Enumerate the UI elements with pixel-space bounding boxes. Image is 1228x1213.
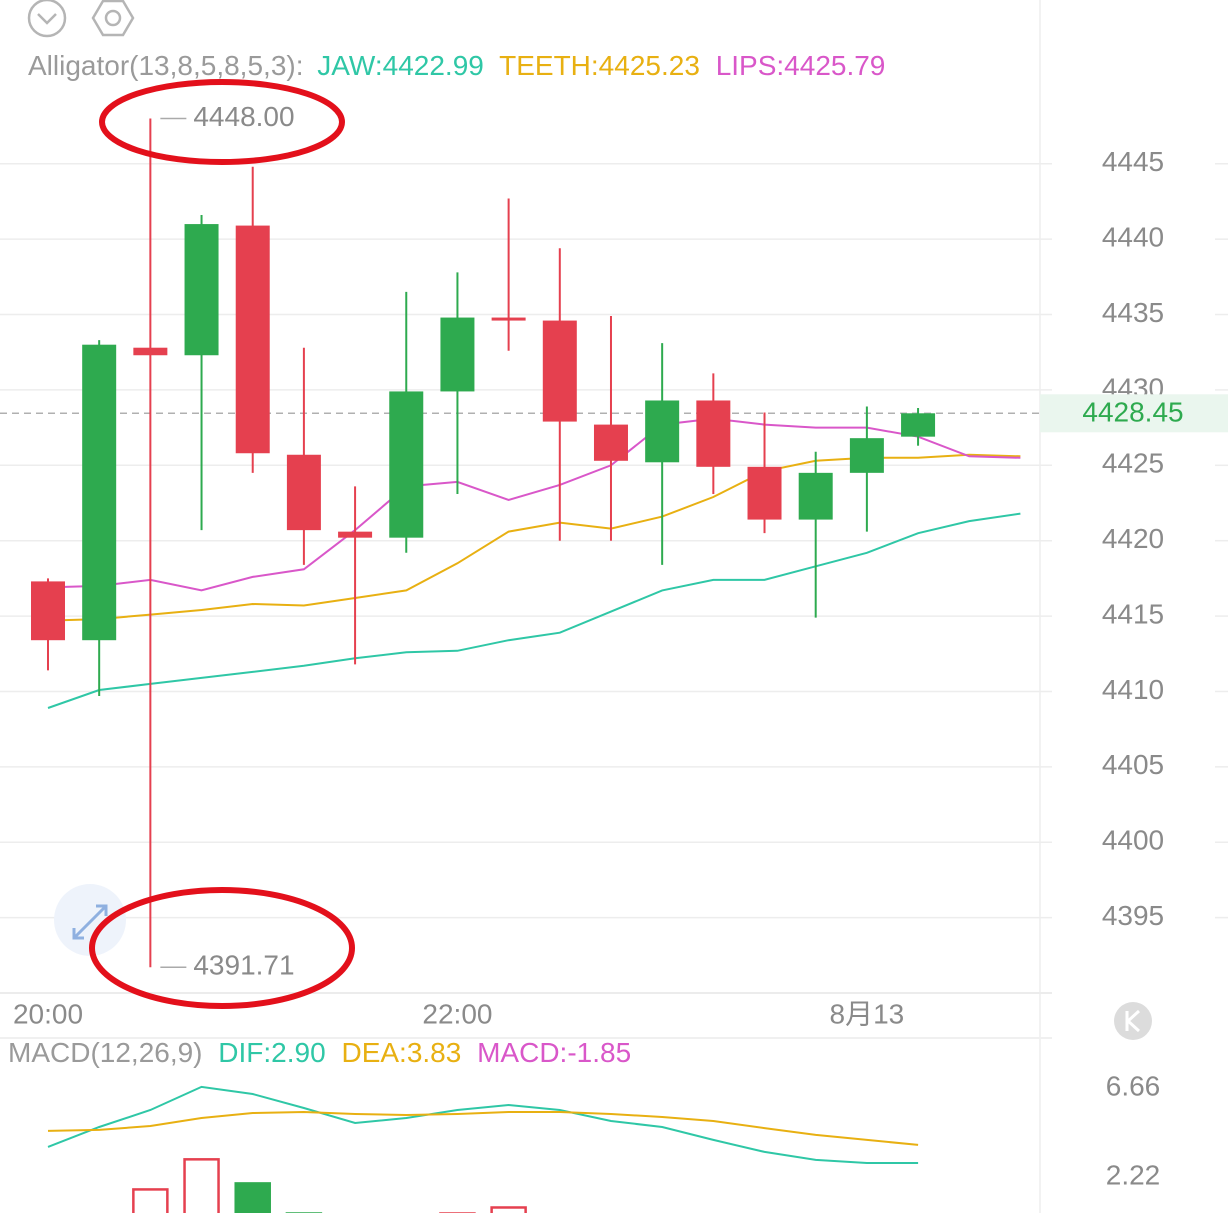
- macd-bar: [132, 1188, 169, 1213]
- candle-body: [849, 438, 884, 473]
- y-tick-label: 4400: [1102, 825, 1164, 856]
- x-tick-label: 8月13: [830, 998, 905, 1029]
- x-tick-label: 20:00: [13, 998, 83, 1029]
- y-tick-label: 2.22: [1106, 1159, 1161, 1190]
- y-tick-label: 4420: [1102, 523, 1164, 554]
- candle-body: [82, 344, 117, 641]
- y-tick-label: 4415: [1102, 598, 1164, 629]
- y-tick-label: 4435: [1102, 297, 1164, 328]
- last-price-tag: [1040, 394, 1228, 433]
- legend-entry: LIPS:4425.79: [716, 50, 886, 81]
- macd-bar: [490, 1206, 527, 1213]
- macd-legend: MACD(12,26,9) DIF:2.90 DEA:3.83 MACD:-1.…: [8, 1037, 631, 1068]
- candle-body: [798, 472, 833, 520]
- highlight-ellipse: [99, 79, 345, 165]
- macd-bar: [234, 1182, 271, 1213]
- y-tick-label: 4405: [1102, 749, 1164, 780]
- candle-body: [184, 224, 219, 356]
- macd-line: [47, 1110, 919, 1146]
- candle-body: [542, 320, 577, 422]
- candle-body: [286, 454, 321, 531]
- legend-entry: DEA:3.83: [341, 1037, 461, 1068]
- candle-body: [235, 225, 270, 454]
- macd-bar: [183, 1158, 220, 1213]
- kline-button[interactable]: [1114, 1002, 1152, 1040]
- macd-title: MACD(12,26,9): [8, 1037, 203, 1068]
- y-tick-label: 4410: [1102, 674, 1164, 705]
- candle-body: [901, 413, 936, 437]
- last-price-label: 4428.45: [1082, 397, 1183, 428]
- candle-body: [696, 400, 731, 467]
- y-tick-label: 4395: [1102, 900, 1164, 931]
- x-tick-label: 22:00: [422, 998, 492, 1029]
- highlight-ellipse: [89, 887, 355, 1009]
- y-tick-label: 6.66: [1106, 1070, 1161, 1101]
- candle-body: [389, 391, 424, 538]
- indicator-line: [47, 417, 1021, 592]
- extreme-label: 4391.71: [193, 950, 294, 981]
- indicator-line: [47, 512, 1021, 709]
- candle-body: [645, 400, 680, 463]
- legend-entry: JAW:4422.99: [317, 50, 484, 81]
- candle-body: [440, 317, 475, 392]
- y-tick-label: 4445: [1102, 146, 1164, 177]
- candle-body: [491, 317, 526, 321]
- legend-entry: DIF:2.90: [218, 1037, 325, 1068]
- indicator-legend: Alligator(13,8,5,8,5,3): JAW:4422.99 TEE…: [28, 50, 885, 81]
- candle-body: [747, 466, 782, 520]
- macd-line: [47, 1085, 919, 1164]
- extreme-label: 4448.00: [193, 101, 294, 132]
- candle-body: [593, 424, 628, 461]
- legend-entry: TEETH:4425.23: [499, 50, 700, 81]
- candle-body: [31, 581, 65, 641]
- y-tick-label: 4440: [1102, 222, 1164, 253]
- legend-entry: MACD:-1.85: [477, 1037, 631, 1068]
- settings-icon[interactable]: [91, 0, 135, 37]
- candle-body: [133, 347, 168, 356]
- y-tick-label: 4425: [1102, 448, 1164, 479]
- candle-body: [338, 531, 373, 538]
- collapse-icon[interactable]: [27, 0, 67, 38]
- indicator-title: Alligator(13,8,5,8,5,3):: [28, 50, 304, 81]
- expand-icon[interactable]: [54, 884, 126, 956]
